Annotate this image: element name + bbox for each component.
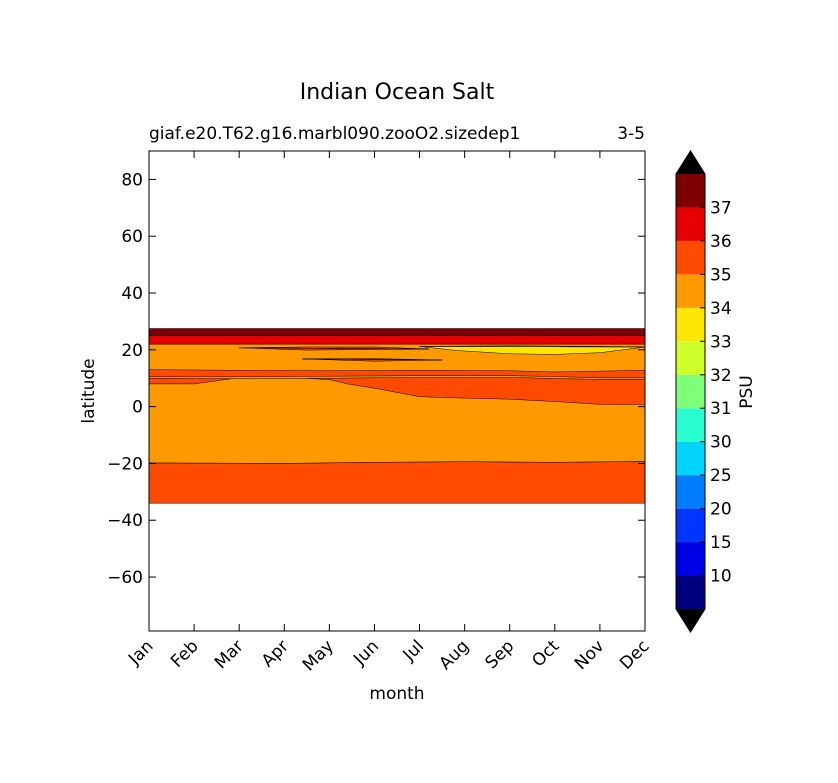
x-tick-label-oct: Oct — [528, 636, 563, 671]
plot-frame — [148, 150, 646, 632]
colorbar-segment — [676, 441, 705, 476]
colorbar-tick-label: 15 — [710, 533, 732, 553]
colorbar-tick-label: 25 — [710, 466, 732, 486]
contour-patch-35-36-mid — [302, 358, 443, 362]
colorbar-tick-label: 37 — [710, 198, 732, 218]
y-tick-label: 60 — [121, 227, 143, 247]
y-tick-label: 40 — [121, 284, 143, 304]
colorbar-tick-label: 34 — [710, 299, 732, 319]
y-tick-label: 0 — [132, 398, 143, 418]
y-tick-labels: 80 60 40 20 0 −20 −40 −60 — [107, 170, 143, 588]
colorbar-tick-label: 10 — [710, 567, 732, 587]
colorbar-tick-label: 20 — [710, 500, 732, 520]
colorbar — [675, 150, 706, 633]
colorbar-over-arrow — [676, 151, 705, 174]
colorbar-segment — [676, 274, 705, 308]
x-tick-label-dec: Dec — [616, 636, 653, 673]
contour-band-34-35 — [148, 343, 646, 464]
y-tick-label: 80 — [121, 170, 143, 190]
x-tick-label-sep: Sep — [481, 636, 518, 673]
colorbar-tick-label: 31 — [710, 399, 732, 419]
colorbar-tick-label: 30 — [710, 433, 732, 453]
colorbar-tick-label: 36 — [710, 232, 732, 252]
contour-band-33-34 — [419, 345, 646, 355]
contour-fill — [148, 328, 646, 504]
colorbar-tick-label: 33 — [710, 332, 732, 352]
contour-band-36-37 — [148, 335, 646, 345]
colorbar-segment — [676, 240, 705, 275]
chart-subtitle-right: 3-5 — [617, 124, 645, 144]
colorbar-outline — [675, 150, 706, 633]
colorbar-segment — [676, 542, 705, 576]
x-tick-labels: Jan Feb Mar Apr May Jun Jul Aug Sep Oct Nov Dec — [124, 636, 653, 675]
colorbar-segment — [676, 207, 705, 241]
colorbar-segment — [676, 341, 705, 375]
colorbar-under-arrow — [676, 609, 705, 632]
x-tick-label-mar: Mar — [211, 636, 248, 673]
contour-band-35-36-south — [148, 461, 646, 504]
x-tick-label-jun: Jun — [349, 636, 383, 670]
x-tick-label-nov: Nov — [571, 636, 609, 674]
colorbar-segment — [676, 307, 705, 342]
x-tick-label-aug: Aug — [436, 636, 474, 674]
colorbar-segment — [676, 408, 705, 442]
colorbar-label: PSU — [737, 375, 757, 409]
colorbar-segment — [676, 374, 705, 409]
x-tick-label-jan: Jan — [124, 636, 157, 669]
y-axis-label: latitude — [79, 358, 99, 423]
contour-patch-35-36-north — [239, 346, 429, 351]
x-tick-label-may: May — [299, 636, 338, 675]
y-tick-label: −60 — [107, 568, 143, 588]
contour-band-37-38 — [148, 328, 646, 336]
y-tick-label: −20 — [107, 454, 143, 474]
colorbar-tick-labels: 10 15 20 25 30 31 32 33 34 35 36 37 — [710, 198, 732, 586]
colorbar-segment — [676, 508, 705, 543]
colorbar-tick-label: 35 — [710, 265, 732, 285]
y-tick-label: 20 — [121, 341, 143, 361]
y-tick-label: −40 — [107, 511, 143, 531]
x-tick-label-feb: Feb — [167, 636, 202, 671]
x-tick-label-jul: Jul — [399, 636, 428, 665]
colorbar-tick-label: 32 — [710, 366, 732, 386]
colorbar-segment — [676, 575, 705, 609]
x-tick-label-apr: Apr — [258, 636, 293, 671]
colorbar-segment — [676, 174, 705, 208]
chart-title: Indian Ocean Salt — [300, 80, 495, 105]
colorbar-segment — [676, 475, 705, 509]
chart-subtitle-left: giaf.e20.T62.g16.marbl090.zooO2.sizedep1 — [149, 124, 520, 144]
x-axis-label: month — [369, 684, 424, 704]
